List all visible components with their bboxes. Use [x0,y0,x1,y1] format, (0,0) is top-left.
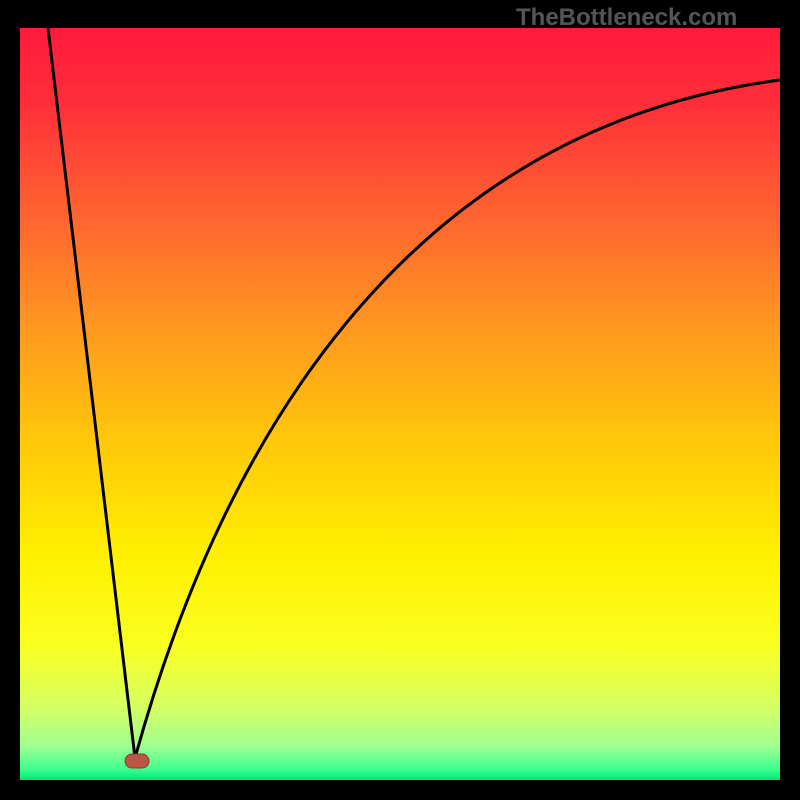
watermark-text: TheBottleneck.com [516,4,737,32]
plot-background [20,28,780,780]
optimum-marker [125,754,149,768]
bottleneck-chart [0,0,800,800]
